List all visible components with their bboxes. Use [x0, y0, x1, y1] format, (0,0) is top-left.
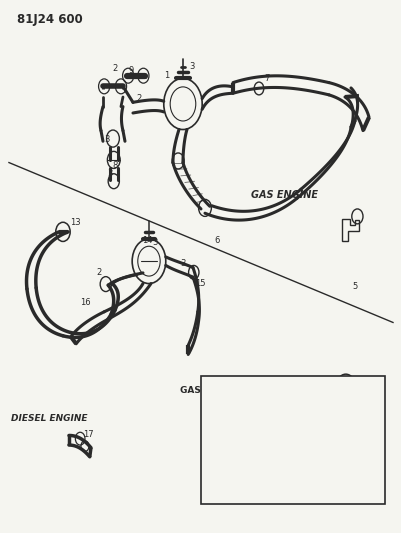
- Text: 7: 7: [264, 75, 270, 83]
- Text: 13: 13: [70, 219, 80, 227]
- Text: 16: 16: [80, 298, 90, 307]
- Text: 2: 2: [136, 94, 142, 103]
- Text: GAS & DIESEL: GAS & DIESEL: [180, 386, 250, 394]
- Text: 9: 9: [128, 66, 134, 75]
- Text: 14: 14: [142, 237, 152, 245]
- Text: 6: 6: [214, 237, 220, 245]
- Text: 3: 3: [107, 169, 112, 177]
- Text: 3: 3: [104, 135, 109, 144]
- Text: 8: 8: [112, 161, 117, 169]
- Text: 3: 3: [152, 238, 158, 247]
- Text: 11: 11: [251, 423, 261, 432]
- Text: 1: 1: [164, 71, 170, 80]
- Text: 15: 15: [195, 279, 205, 288]
- Text: DIESEL ENGINE: DIESEL ENGINE: [11, 414, 87, 423]
- Text: 81J24 600: 81J24 600: [17, 13, 83, 26]
- Text: 4: 4: [336, 397, 342, 405]
- Text: 17: 17: [83, 430, 93, 439]
- Text: 12: 12: [327, 473, 338, 481]
- Text: 2: 2: [96, 269, 101, 277]
- Text: 3: 3: [190, 62, 195, 71]
- Text: 3: 3: [180, 260, 186, 268]
- Text: GAS ENGINE: GAS ENGINE: [251, 190, 318, 199]
- Bar: [201, 376, 385, 504]
- Text: 2: 2: [112, 64, 117, 72]
- Text: 5: 5: [352, 282, 358, 291]
- Text: 10: 10: [214, 480, 224, 488]
